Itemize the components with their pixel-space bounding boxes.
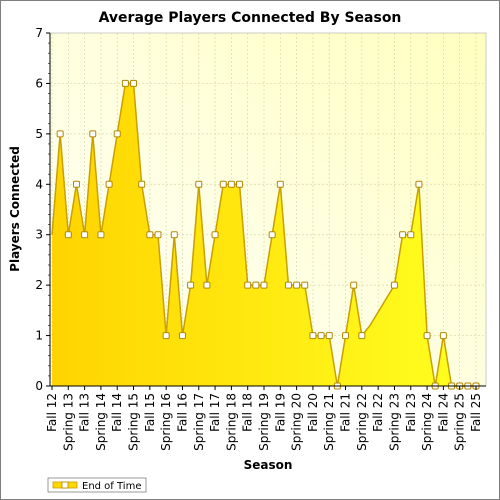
x-tick-label-21: Spring 23 [387,393,401,451]
x-tick-label-18: Fall 21 [339,393,353,432]
data-point-1 [56,130,64,138]
data-point-26 [260,281,268,289]
data-point-20 [211,231,219,239]
data-point-42 [407,231,415,239]
data-point-25 [252,281,260,289]
data-point-13 [154,231,162,239]
legend-label: End of Time [82,481,141,492]
data-point-9 [121,79,129,87]
y-tick-label-2: 2 [35,278,43,292]
data-point-2 [64,231,72,239]
data-markers [56,79,480,390]
x-tick-label-8: Fall 16 [175,393,189,432]
x-tick-label-2: Fall 13 [78,393,92,432]
chart-title: Average Players Connected By Season [99,10,402,26]
x-tick-label-22: Fall 23 [404,393,418,432]
x-tick-label-19: Spring 22 [355,393,369,451]
data-point-11 [138,180,146,188]
legend-box [47,477,147,493]
x-tick-label-24: Fall 24 [436,393,450,432]
y-tick-label-0: 0 [35,379,43,393]
x-tick-label-10: Fall 17 [208,393,222,432]
data-point-41 [399,231,407,239]
x-tick-label-3: Spring 14 [94,393,108,451]
x-tick-label-12: Fall 18 [241,393,255,432]
data-point-37 [350,281,358,289]
data-point-44 [423,332,431,340]
legend-marker [61,481,69,489]
y-tick-label-6: 6 [35,76,43,90]
data-point-34 [325,332,333,340]
data-point-12 [146,231,154,239]
data-point-7 [105,180,113,188]
data-point-24 [244,281,252,289]
data-point-30 [293,281,301,289]
data-point-3 [72,180,80,188]
y-tick-label-1: 1 [35,329,43,343]
data-point-22 [227,180,235,188]
x-tick-label-20: Fall 22 [371,393,385,432]
y-axis-label: Players Connected [8,146,22,272]
data-point-21 [219,180,227,188]
x-tick-label-15: Spring 20 [290,393,304,451]
area-fill [52,83,476,386]
data-point-31 [301,281,309,289]
data-point-17 [187,281,195,289]
x-tick-label-16: Fall 20 [306,393,320,432]
data-point-15 [170,231,178,239]
data-point-28 [276,180,284,188]
x-tick-label-5: Spring 15 [127,393,141,451]
x-tick-label-4: Fall 14 [110,393,124,432]
data-point-46 [439,332,447,340]
data-point-40 [390,281,398,289]
x-tick-label-25: Spring 25 [453,393,467,451]
data-point-43 [415,180,423,188]
x-tick-label-9: Spring 17 [192,393,206,451]
data-point-19 [203,281,211,289]
data-point-8 [113,130,121,138]
y-tick-label-5: 5 [35,127,43,141]
data-point-5 [89,130,97,138]
x-axis: Fall 12 Spring 13 Fall 13 Spring 14 Fall 14 S… [45,385,486,451]
x-tick-label-1: Spring 13 [61,393,75,451]
x-tick-label-17: Spring 21 [322,393,336,451]
x-axis-label: Season [244,458,293,472]
data-point-38 [358,332,366,340]
data-point-23 [236,180,244,188]
x-tick-label-11: Spring 18 [224,393,238,451]
data-point-33 [317,332,325,340]
data-point-4 [81,231,89,239]
y-tick-label-4: 4 [35,177,43,191]
x-tick-label-26: Fall 25 [469,393,483,432]
x-tick-label-14: Fall 19 [273,393,287,432]
y-axis: 0 1 2 3 4 5 6 7 [35,26,51,393]
data-point-10 [130,79,138,87]
data-point-16 [178,332,186,340]
x-tick-label-0: Fall 12 [45,393,59,432]
x-tick-label-6: Fall 15 [143,393,157,432]
data-point-29 [284,281,292,289]
data-point-27 [268,231,276,239]
x-tick-label-23: Spring 24 [420,393,434,451]
data-point-18 [195,180,203,188]
legend: End of Time [47,477,147,493]
x-tick-label-13: Spring 19 [257,393,271,451]
y-tick-label-7: 7 [35,26,43,40]
data-point-14 [162,332,170,340]
x-tick-label-7: Spring 16 [159,393,173,451]
y-tick-label-3: 3 [35,228,43,242]
data-point-36 [342,332,350,340]
data-point-32 [309,332,317,340]
data-point-6 [97,231,105,239]
